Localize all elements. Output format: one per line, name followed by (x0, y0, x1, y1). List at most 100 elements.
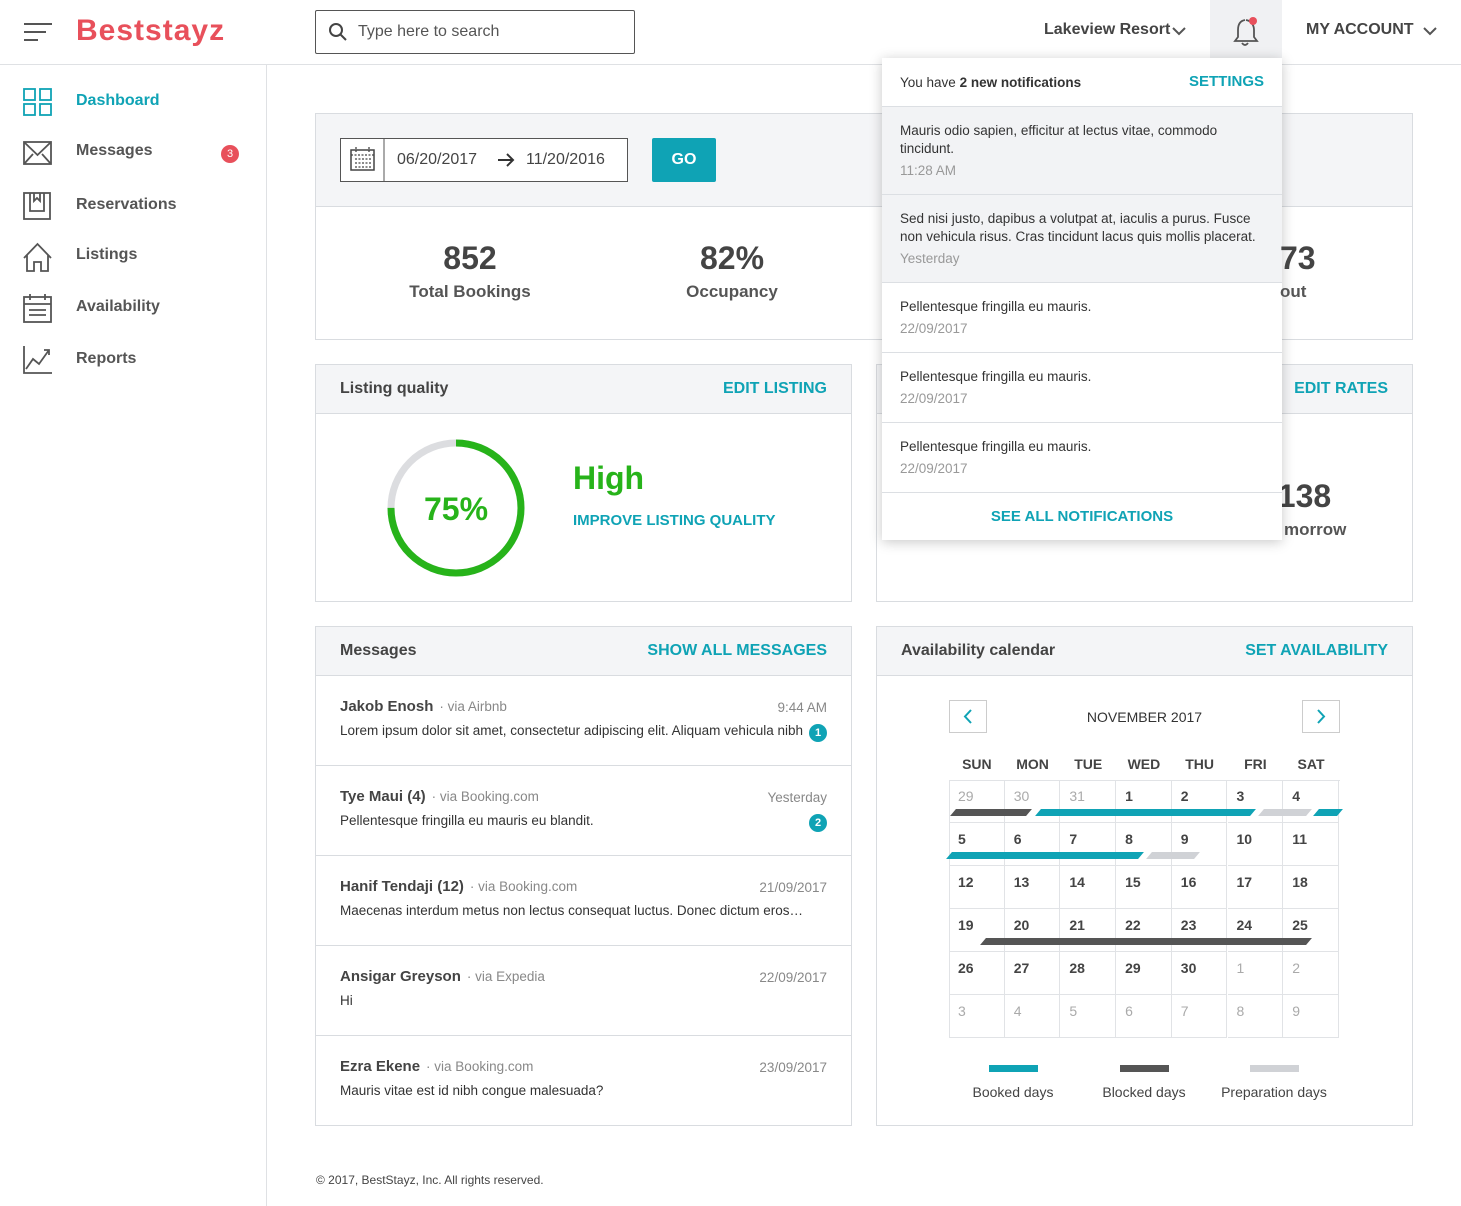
notification-button[interactable] (1210, 0, 1282, 64)
calendar-day[interactable]: 15 (1116, 866, 1172, 909)
nav-item[interactable]: Listings (76, 246, 138, 263)
message-item[interactable]: Tye Maui (4) · via Booking.com Yesterday Pe… (316, 766, 851, 856)
sender-name: Ansigar Greyson · via Expedia (340, 968, 545, 985)
calendar-day[interactable]: 30 (1004, 780, 1061, 823)
calendar-day[interactable]: 13 (1004, 866, 1061, 909)
calendar-day[interactable]: 7 (1171, 995, 1228, 1038)
notification-item[interactable]: Pellentesque fringilla eu mauris. 22/09/2… (882, 423, 1282, 493)
calendar-day[interactable]: 5 (949, 823, 1005, 866)
date-range-input[interactable]: 06/20/2017 11/20/2016 (340, 138, 628, 182)
notification-list: Mauris odio sapien, efficitur at lectus … (882, 107, 1282, 493)
calendar-day[interactable]: 20 (1004, 909, 1061, 952)
blocked-bar (980, 938, 1312, 945)
nav-item[interactable]: Messages (76, 142, 153, 159)
calendar-day[interactable]: 7 (1060, 823, 1117, 866)
message-item[interactable]: Ansigar Greyson · via Expedia 22/09/2017 Hi (316, 946, 851, 1036)
nav-item[interactable]: Reports (76, 350, 137, 367)
calendar-day[interactable]: 28 (1060, 952, 1117, 995)
property-selector[interactable]: Lakeview Resort (1044, 21, 1171, 38)
calendar-day[interactable]: 1 (1227, 952, 1284, 995)
calendar-day[interactable]: 27 (1004, 952, 1061, 995)
legend-label: Preparation days (1221, 1084, 1327, 1100)
message-item[interactable]: Ezra Ekene · via Booking.com 23/09/2017 Mau… (316, 1036, 851, 1126)
calendar-day[interactable]: 11 (1283, 823, 1339, 866)
improve-quality-link[interactable]: IMPROVE LISTING QUALITY (573, 512, 776, 529)
weekday-label: MON (1016, 756, 1049, 772)
settings-link[interactable]: SETTINGS (1188, 73, 1264, 90)
sender: Tye Maui (4) (340, 788, 426, 805)
calendar-day[interactable]: 24 (1227, 909, 1284, 952)
notification-summary: You have 2 new notifications (900, 75, 1081, 90)
menu-button[interactable] (24, 22, 52, 42)
notification-text: Pellentesque fringilla eu mauris. (900, 299, 1092, 314)
calendar-day[interactable]: 3 (1227, 780, 1284, 823)
calendar-day[interactable]: 1 (1116, 780, 1172, 823)
nav-item[interactable]: Availability (76, 298, 160, 315)
calendar-day[interactable]: 9 (1171, 823, 1228, 866)
brand-logo[interactable]: Beststayz (76, 14, 226, 47)
calendar-day[interactable]: 17 (1227, 866, 1284, 909)
notification-item[interactable]: Pellentesque fringilla eu mauris. 22/09/2… (882, 283, 1282, 353)
calendar-day[interactable]: 12 (949, 866, 1005, 909)
calendar-day[interactable]: 4 (1004, 995, 1061, 1038)
calendar-day[interactable]: 22 (1116, 909, 1172, 952)
weekday-label: TUE (1074, 756, 1103, 772)
unread-badge: 1 (809, 724, 827, 742)
legend-swatch (989, 1065, 1038, 1072)
message-item[interactable]: Jakob Enosh · via Airbnb 9:44 AM Lorem ipsu… (316, 676, 851, 766)
calendar-day[interactable]: 9 (1283, 995, 1339, 1038)
notification-item[interactable]: Pellentesque fringilla eu mauris. 22/09/2… (882, 353, 1282, 423)
calendar-day[interactable]: 8 (1116, 823, 1172, 866)
nav-item[interactable]: Reservations (76, 196, 177, 213)
card-header (316, 365, 851, 414)
next-month-button[interactable] (1302, 700, 1340, 733)
edit-listing-link[interactable]: EDIT LISTING (723, 380, 827, 397)
edit-rates-link[interactable]: EDIT RATES (1294, 380, 1388, 397)
calendar-day[interactable]: 4 (1283, 780, 1339, 823)
sender-name: Ezra Ekene · via Booking.com (340, 1058, 533, 1075)
unread-badge: 3 (221, 145, 239, 163)
go-button[interactable]: GO (652, 138, 716, 182)
unread-badge: 2 (809, 814, 827, 832)
calendar-day[interactable]: 26 (949, 952, 1005, 995)
calendar-day[interactable]: 8 (1227, 995, 1284, 1038)
set-availability-link[interactable]: SET AVAILABILITY (1245, 642, 1388, 659)
calendar-day[interactable]: 6 (1004, 823, 1061, 866)
notification-time: Yesterday (900, 251, 960, 266)
calendar-day[interactable]: 10 (1227, 823, 1284, 866)
calendar-day[interactable]: 19 (949, 909, 1005, 952)
calendar-day[interactable]: 25 (1283, 909, 1339, 952)
calendar-day[interactable]: 14 (1060, 866, 1117, 909)
nav-item[interactable]: Dashboard (76, 92, 160, 109)
show-all-messages-link[interactable]: SHOW ALL MESSAGES (647, 642, 827, 659)
legend-swatch (1120, 1065, 1169, 1072)
calendar-day[interactable]: 31 (1060, 780, 1117, 823)
calendar-day[interactable]: 30 (1171, 952, 1228, 995)
calendar-day[interactable]: 6 (1116, 995, 1172, 1038)
legend-label: Blocked days (1102, 1084, 1186, 1100)
see-all-notifications[interactable]: SEE ALL NOTIFICATIONS (990, 508, 1174, 525)
calendar-day[interactable]: 2 (1171, 780, 1228, 823)
calendar-day[interactable]: 2 (1283, 952, 1339, 995)
calendar-day[interactable]: 5 (1060, 995, 1117, 1038)
search-icon (329, 23, 347, 41)
calendar-day[interactable]: 21 (1060, 909, 1117, 952)
notification-item[interactable]: Mauris odio sapien, efficitur at lectus … (882, 107, 1282, 195)
notification-time: 22/09/2017 (900, 461, 968, 476)
calendar-day[interactable]: 23 (1171, 909, 1228, 952)
calendar-day[interactable]: 18 (1283, 866, 1339, 909)
notification-time: 11:28 AM (900, 163, 957, 178)
calendar-day[interactable]: 29 (949, 780, 1005, 823)
search-box[interactable]: Type here to search (315, 10, 635, 54)
calendar-day[interactable]: 29 (1116, 952, 1172, 995)
calendar-day[interactable]: 3 (949, 995, 1005, 1038)
legend-swatch (1250, 1065, 1299, 1072)
notification-item[interactable]: Sed nisi justo, dapibus a volutpat at, i… (882, 195, 1282, 283)
message-item[interactable]: Hanif Tendaji (12) · via Booking.com 21/09… (316, 856, 851, 946)
account-menu[interactable]: MY ACCOUNT (1306, 21, 1414, 38)
sender: Ansigar Greyson (340, 968, 461, 985)
prev-month-button[interactable] (949, 700, 987, 733)
calendar-day[interactable]: 16 (1171, 866, 1228, 909)
card-header (316, 627, 851, 676)
channel: · via Booking.com (426, 1059, 534, 1074)
